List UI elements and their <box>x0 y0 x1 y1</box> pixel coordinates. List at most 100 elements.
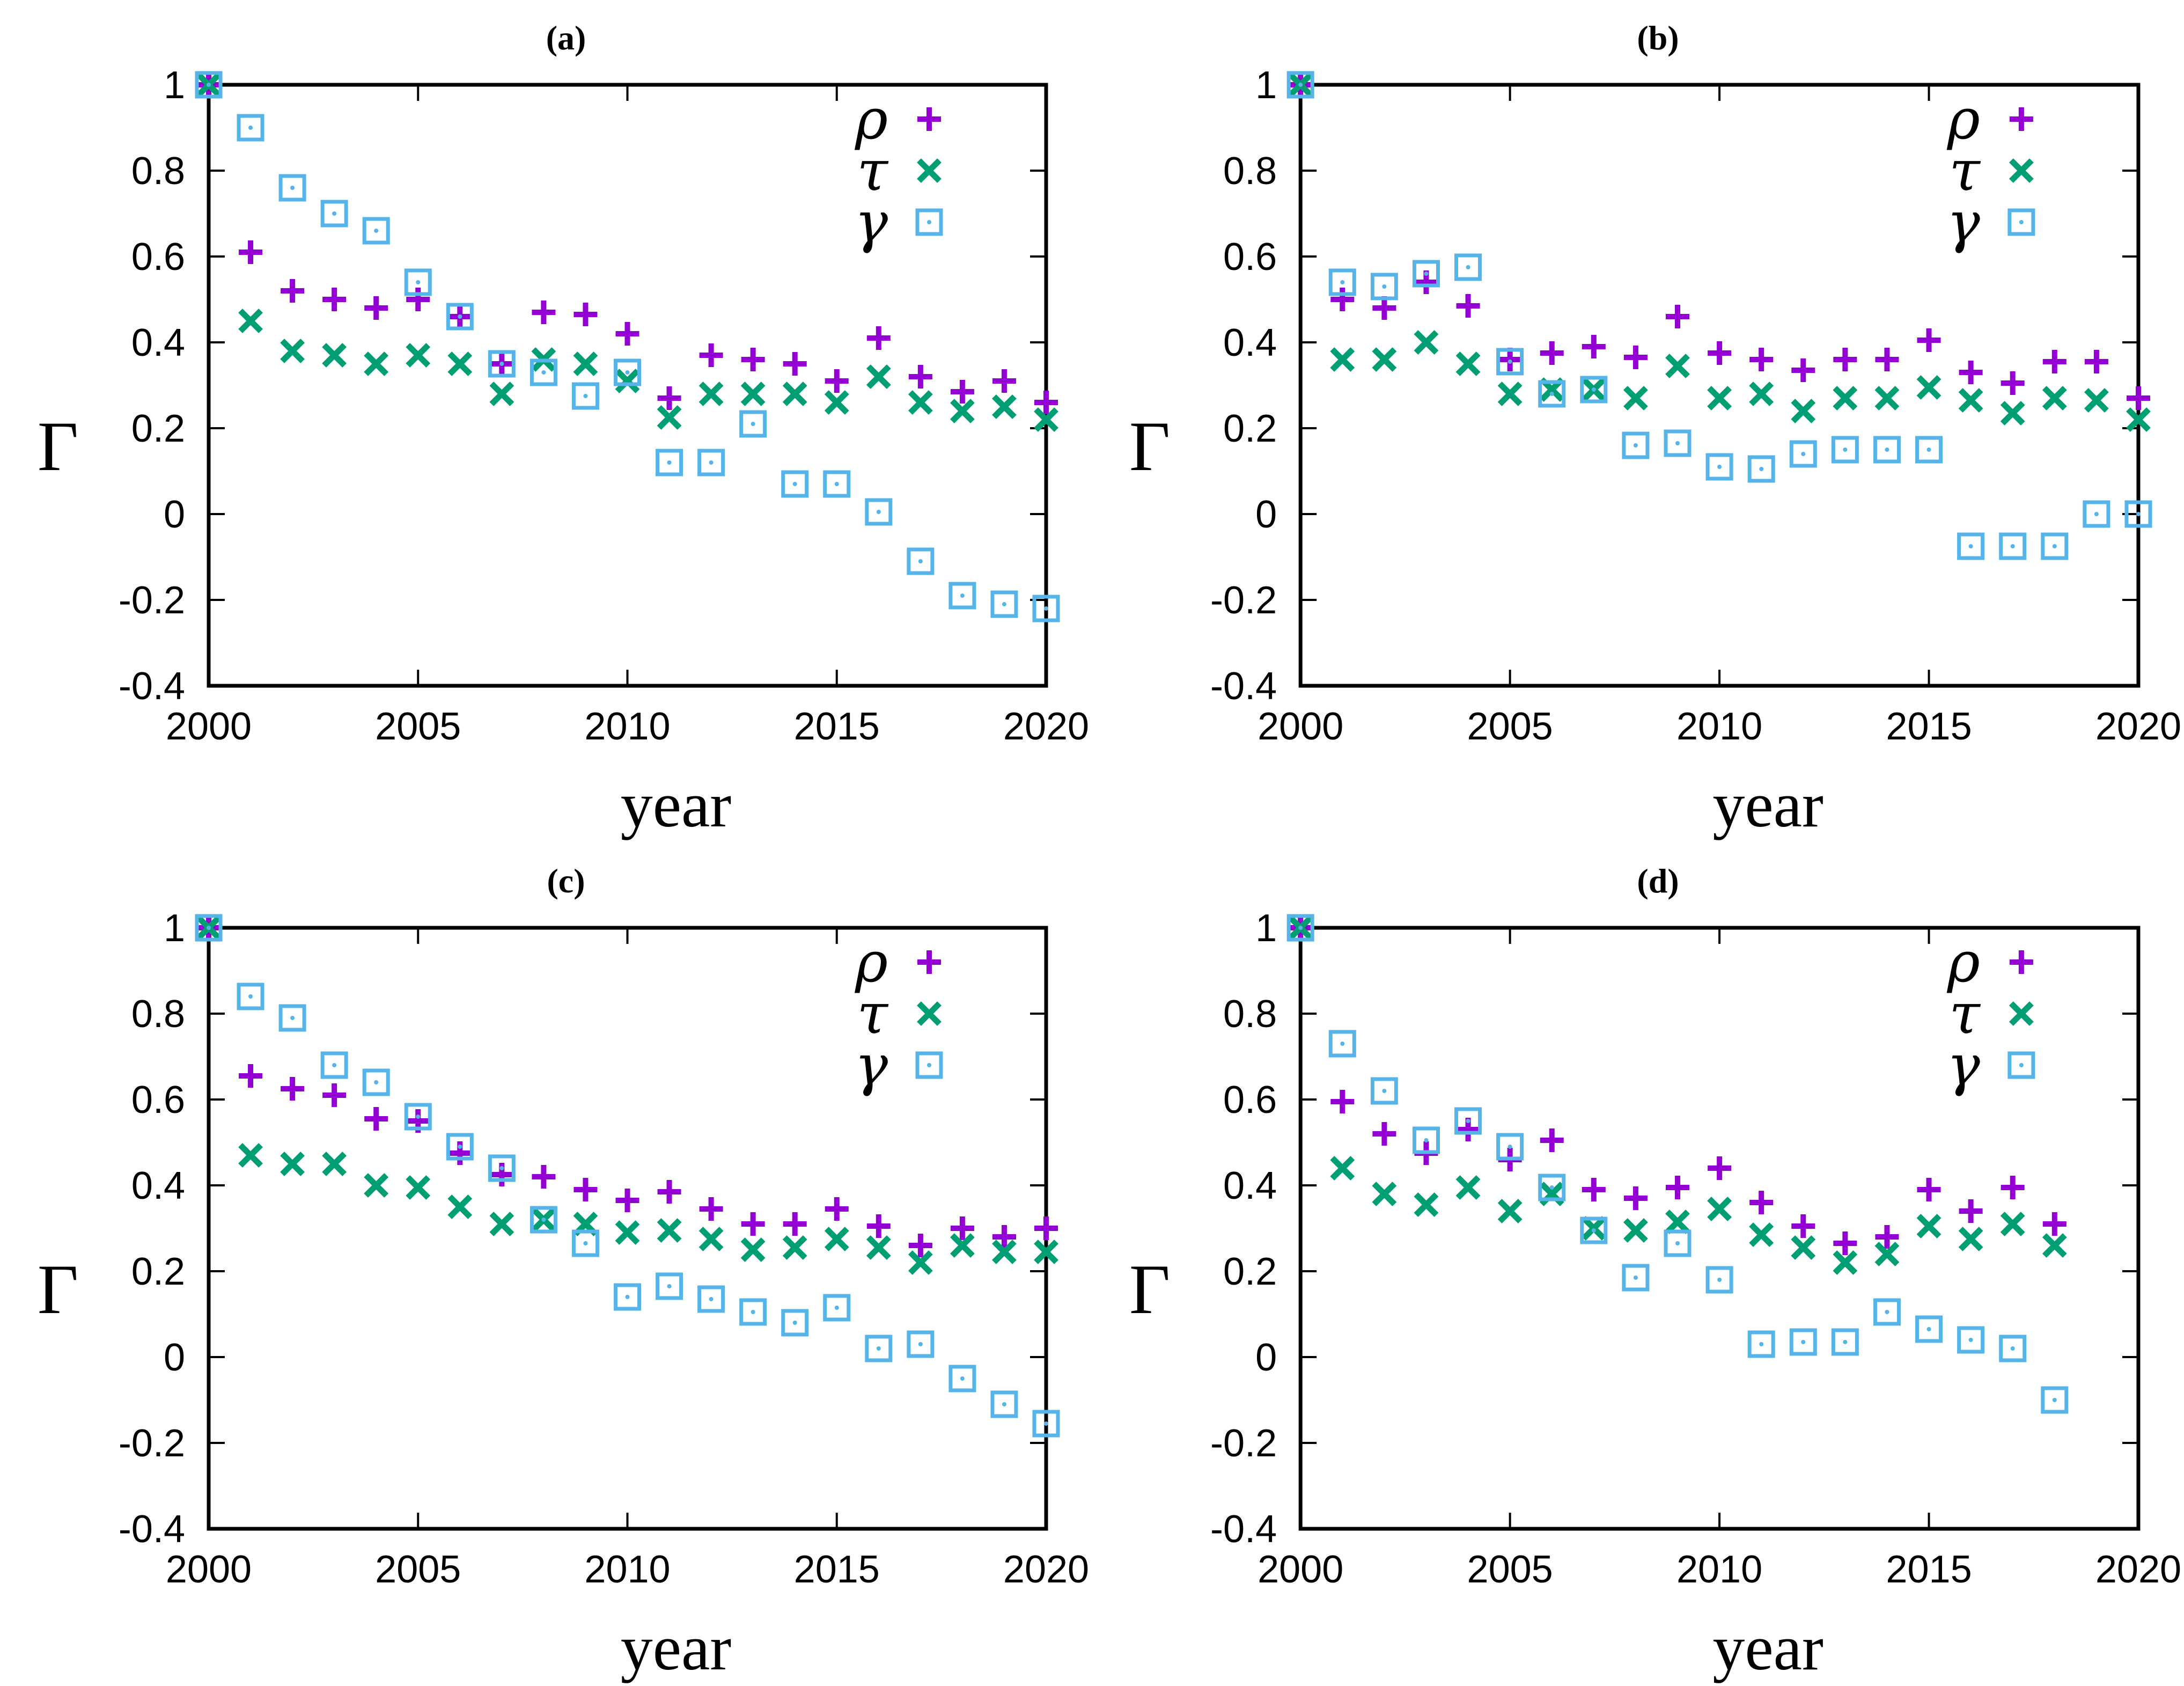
marker-square-dot <box>1328 1030 1356 1058</box>
marker-times <box>992 394 1017 419</box>
marker-square-dot <box>1032 595 1060 622</box>
series-times-points <box>196 72 1058 432</box>
marker-times <box>1414 1192 1439 1217</box>
marker-square-dot <box>1873 1298 1901 1326</box>
marker-plus <box>1875 348 1899 371</box>
marker-plus <box>2042 1212 2067 1236</box>
marker-square-dot <box>1370 273 1398 300</box>
legend-label-square-dot: γ <box>1947 189 1981 255</box>
marker-times <box>1455 1175 1481 1200</box>
marker-square-dot <box>2007 208 2035 236</box>
marker-square-dot <box>362 1068 390 1096</box>
marker-square-dot <box>1286 914 1314 942</box>
y-tick-label: 1 <box>164 907 185 950</box>
marker-square-dot <box>781 470 809 498</box>
marker-square-dot <box>1999 1335 2027 1362</box>
y-tick-label: 0.8 <box>131 150 185 193</box>
legend-label-plus: ρ <box>855 929 888 995</box>
y-tick-label: -0.2 <box>1210 579 1277 622</box>
y-axis-label: Γ <box>38 407 78 486</box>
marker-plus <box>825 1197 849 1221</box>
marker-square-dot <box>1831 436 1859 464</box>
marker-times <box>917 158 942 183</box>
marker-square-dot <box>1538 380 1566 408</box>
marker-square-dot <box>488 1154 516 1182</box>
marker-square-dot <box>823 470 851 498</box>
marker-square-dot <box>1370 1077 1398 1105</box>
x-tick-label: 2015 <box>794 705 880 748</box>
marker-square-dot <box>404 1103 432 1131</box>
marker-times <box>740 1237 766 1262</box>
panel-title: (c) <box>547 862 585 900</box>
marker-plus <box>1833 348 1857 371</box>
marker-square-dot <box>571 382 599 410</box>
y-tick-label: 0.2 <box>131 407 185 450</box>
marker-times <box>1833 1250 1858 1275</box>
y-tick-label: 0.8 <box>1223 150 1277 193</box>
series-square-dot-points <box>1286 71 2152 560</box>
marker-times <box>657 405 682 430</box>
marker-square-dot <box>1957 532 1985 560</box>
marker-times <box>615 369 640 393</box>
marker-plus <box>1833 1231 1857 1255</box>
series-square-dot-points <box>195 914 1060 1438</box>
marker-plus <box>1749 348 1774 371</box>
marker-plus <box>783 1212 807 1236</box>
marker-plus <box>1708 1156 1732 1180</box>
marker-plus <box>364 296 388 320</box>
marker-times <box>698 1227 724 1251</box>
marker-plus <box>532 300 556 324</box>
marker-plus <box>1034 391 1058 414</box>
marker-plus <box>1582 1178 1606 1201</box>
marker-times <box>489 1212 514 1236</box>
marker-times <box>1623 1218 1648 1243</box>
marker-square-dot <box>1957 1326 1985 1354</box>
marker-plus <box>741 348 765 371</box>
marker-times <box>322 1152 347 1176</box>
marker-plus <box>322 288 347 311</box>
marker-square-dot <box>781 1309 809 1337</box>
marker-plus <box>657 1180 681 1204</box>
marker-times <box>573 351 598 376</box>
marker-plus <box>615 322 639 346</box>
marker-times <box>280 1152 305 1176</box>
marker-plus <box>1917 1178 1941 1201</box>
marker-times <box>1665 1209 1690 1234</box>
x-tick-label: 2015 <box>1886 705 1972 748</box>
marker-square-dot <box>1622 431 1650 459</box>
x-tick-label: 2000 <box>1258 705 1343 748</box>
y-tick-label: 1 <box>1255 64 1277 107</box>
marker-plus <box>1917 328 1941 352</box>
x-axis-label: year <box>1712 1612 1823 1683</box>
marker-times <box>615 1220 640 1245</box>
y-axis-label: Γ <box>1129 407 1170 486</box>
y-tick-label: -0.4 <box>119 1508 185 1551</box>
y-tick-label: 0.4 <box>131 321 185 364</box>
marker-plus <box>1791 1214 1815 1238</box>
marker-square-dot <box>404 268 432 296</box>
y-tick-label: -0.2 <box>119 579 185 622</box>
y-tick-label: 0.2 <box>131 1250 185 1293</box>
marker-plus <box>239 240 263 264</box>
marker-square-dot <box>739 410 767 438</box>
marker-square-dot <box>2124 500 2152 528</box>
plot-frame <box>207 83 1048 688</box>
marker-plus <box>2001 1176 2025 1199</box>
y-tick-label: 0.4 <box>1223 321 1277 364</box>
marker-square-dot <box>195 71 223 99</box>
marker-plus <box>992 1225 1016 1249</box>
marker-plus <box>1540 341 1564 365</box>
marker-plus <box>950 1216 974 1240</box>
marker-square-dot <box>739 1298 767 1326</box>
marker-square-dot <box>1873 436 1901 464</box>
marker-times <box>950 1233 975 1258</box>
marker-plus <box>1959 361 1983 384</box>
marker-square-dot <box>1789 1328 1817 1356</box>
marker-plus <box>2001 371 2025 395</box>
marker-square-dot <box>530 358 557 386</box>
marker-times <box>1874 1242 1900 1266</box>
marker-plus <box>1330 1090 1355 1113</box>
marker-plus <box>532 1165 556 1189</box>
marker-times <box>406 1175 431 1200</box>
y-tick-label: 0.8 <box>1223 993 1277 1036</box>
